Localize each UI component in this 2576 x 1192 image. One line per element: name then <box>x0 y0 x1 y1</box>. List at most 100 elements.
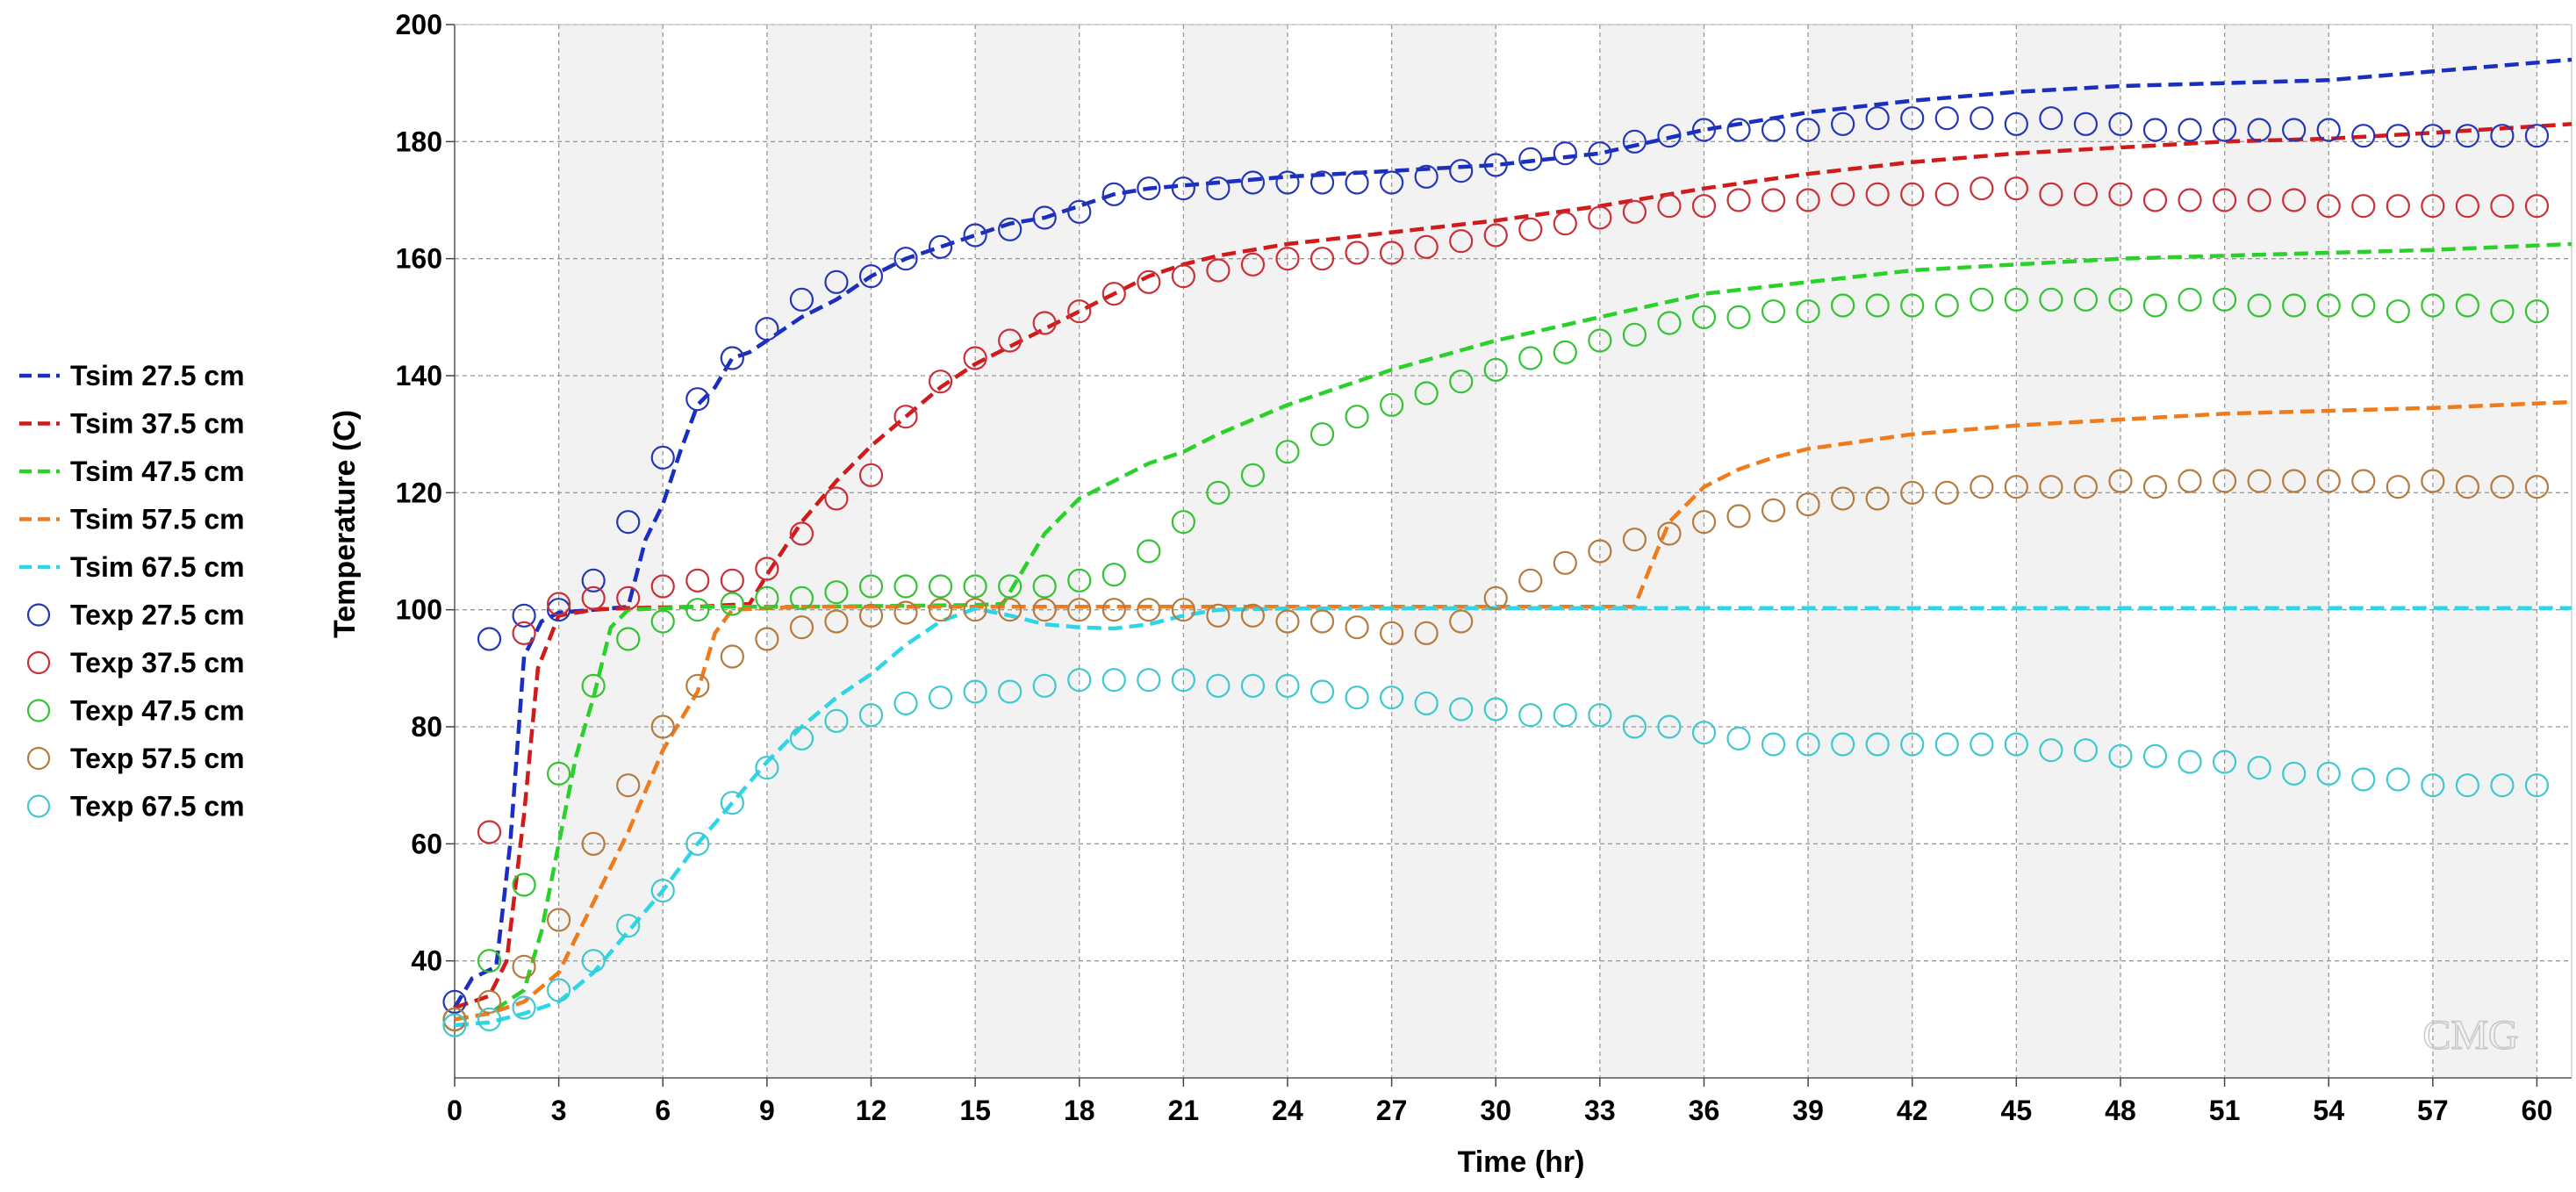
data-point <box>1553 212 1577 236</box>
data-point <box>1137 176 1161 201</box>
data-point <box>1310 422 1335 447</box>
data-point <box>2455 773 2479 798</box>
data-point <box>616 773 641 798</box>
series-line-tsim-67-5-cm <box>454 606 2572 1028</box>
data-point <box>2351 469 2376 493</box>
data-point <box>1101 668 1126 693</box>
data-point <box>2316 118 2341 142</box>
data-point <box>2108 287 2133 312</box>
data-point <box>1622 528 1647 552</box>
data-point <box>2524 194 2550 219</box>
data-point <box>2490 773 2515 798</box>
data-point <box>1934 293 1959 318</box>
grid-band <box>1808 25 1912 1078</box>
data-point <box>1345 615 1369 640</box>
data-point <box>2455 475 2479 499</box>
data-point <box>1657 521 1682 546</box>
data-point <box>1865 106 1890 131</box>
data-point <box>858 463 884 487</box>
data-point <box>1275 247 1300 271</box>
data-point <box>1831 182 1855 206</box>
data-point <box>1032 311 1057 335</box>
legend-item: Tsim 27.5 cm <box>19 360 245 391</box>
data-point <box>1761 299 1786 324</box>
data-point <box>2421 773 2445 798</box>
data-point <box>2004 111 2028 136</box>
data-point <box>2316 194 2341 219</box>
series-markers-texp-57-5-cm <box>442 469 2550 1031</box>
x-tick-label: 33 <box>1584 1095 1616 1126</box>
data-point <box>2142 118 2168 142</box>
data-point <box>1934 480 1959 505</box>
data-point <box>1831 111 1855 136</box>
data-point <box>442 989 467 1014</box>
data-point <box>1240 673 1266 698</box>
data-point <box>2108 182 2133 206</box>
data-point <box>1414 621 1439 645</box>
x-tick-label: 21 <box>1168 1095 1200 1126</box>
x-tick-label: 3 <box>551 1095 567 1126</box>
data-point <box>755 585 779 610</box>
data-point <box>1067 668 1092 693</box>
data-point <box>2282 469 2307 493</box>
data-point <box>2247 118 2271 142</box>
data-point <box>858 574 884 599</box>
legend-label: Texp 47.5 cm <box>70 695 245 727</box>
data-point <box>2073 182 2099 206</box>
data-point <box>1934 182 1959 206</box>
data-point <box>2178 118 2202 142</box>
data-point <box>1553 340 1577 364</box>
data-point <box>2421 194 2445 219</box>
x-tick-label: 24 <box>1272 1095 1303 1126</box>
data-point <box>2351 767 2376 792</box>
data-point <box>893 247 918 271</box>
data-point <box>1622 714 1647 739</box>
data-point <box>1588 539 1612 564</box>
data-point <box>685 568 710 592</box>
series-line-tsim-47-5-cm <box>454 241 2572 1022</box>
data-point <box>2490 299 2515 324</box>
data-point <box>1900 106 1925 131</box>
data-point <box>650 609 675 634</box>
data-point <box>2004 732 2028 757</box>
data-point <box>2247 756 2271 780</box>
data-point <box>1657 194 1682 219</box>
legend-marker-swatch <box>26 746 51 771</box>
data-point <box>1171 176 1195 201</box>
data-point <box>1275 609 1300 634</box>
data-point <box>477 949 502 973</box>
legend-item: Texp 47.5 cm <box>26 695 245 727</box>
data-point <box>1796 492 1820 517</box>
data-point <box>998 679 1023 704</box>
data-point <box>1206 258 1231 283</box>
data-point <box>2142 188 2168 212</box>
series-markers-texp-47-5-cm <box>442 287 2550 1031</box>
data-point <box>1970 287 1994 312</box>
data-point <box>928 234 953 259</box>
y-tick-label: 100 <box>396 594 442 626</box>
x-tick-label: 27 <box>1376 1095 1408 1126</box>
data-point <box>1726 504 1751 528</box>
data-point <box>512 954 536 979</box>
data-point <box>650 574 675 599</box>
legend-item: Texp 57.5 cm <box>26 743 245 774</box>
data-point <box>998 328 1023 353</box>
data-point <box>2039 475 2063 499</box>
data-point <box>616 914 641 938</box>
data-point <box>547 592 571 616</box>
data-point <box>477 627 502 651</box>
data-point <box>1345 686 1369 710</box>
data-point <box>1483 357 1508 382</box>
data-point <box>1310 247 1335 271</box>
data-point <box>477 989 502 1014</box>
data-point <box>928 574 953 599</box>
data-point <box>893 574 918 599</box>
data-point <box>824 269 849 294</box>
data-point <box>1553 141 1577 166</box>
data-point <box>1380 686 1404 710</box>
data-point <box>2247 293 2271 318</box>
data-point <box>1761 188 1786 212</box>
data-point <box>1275 170 1300 195</box>
legend-label: Tsim 37.5 cm <box>70 408 245 440</box>
data-point <box>2316 469 2341 493</box>
